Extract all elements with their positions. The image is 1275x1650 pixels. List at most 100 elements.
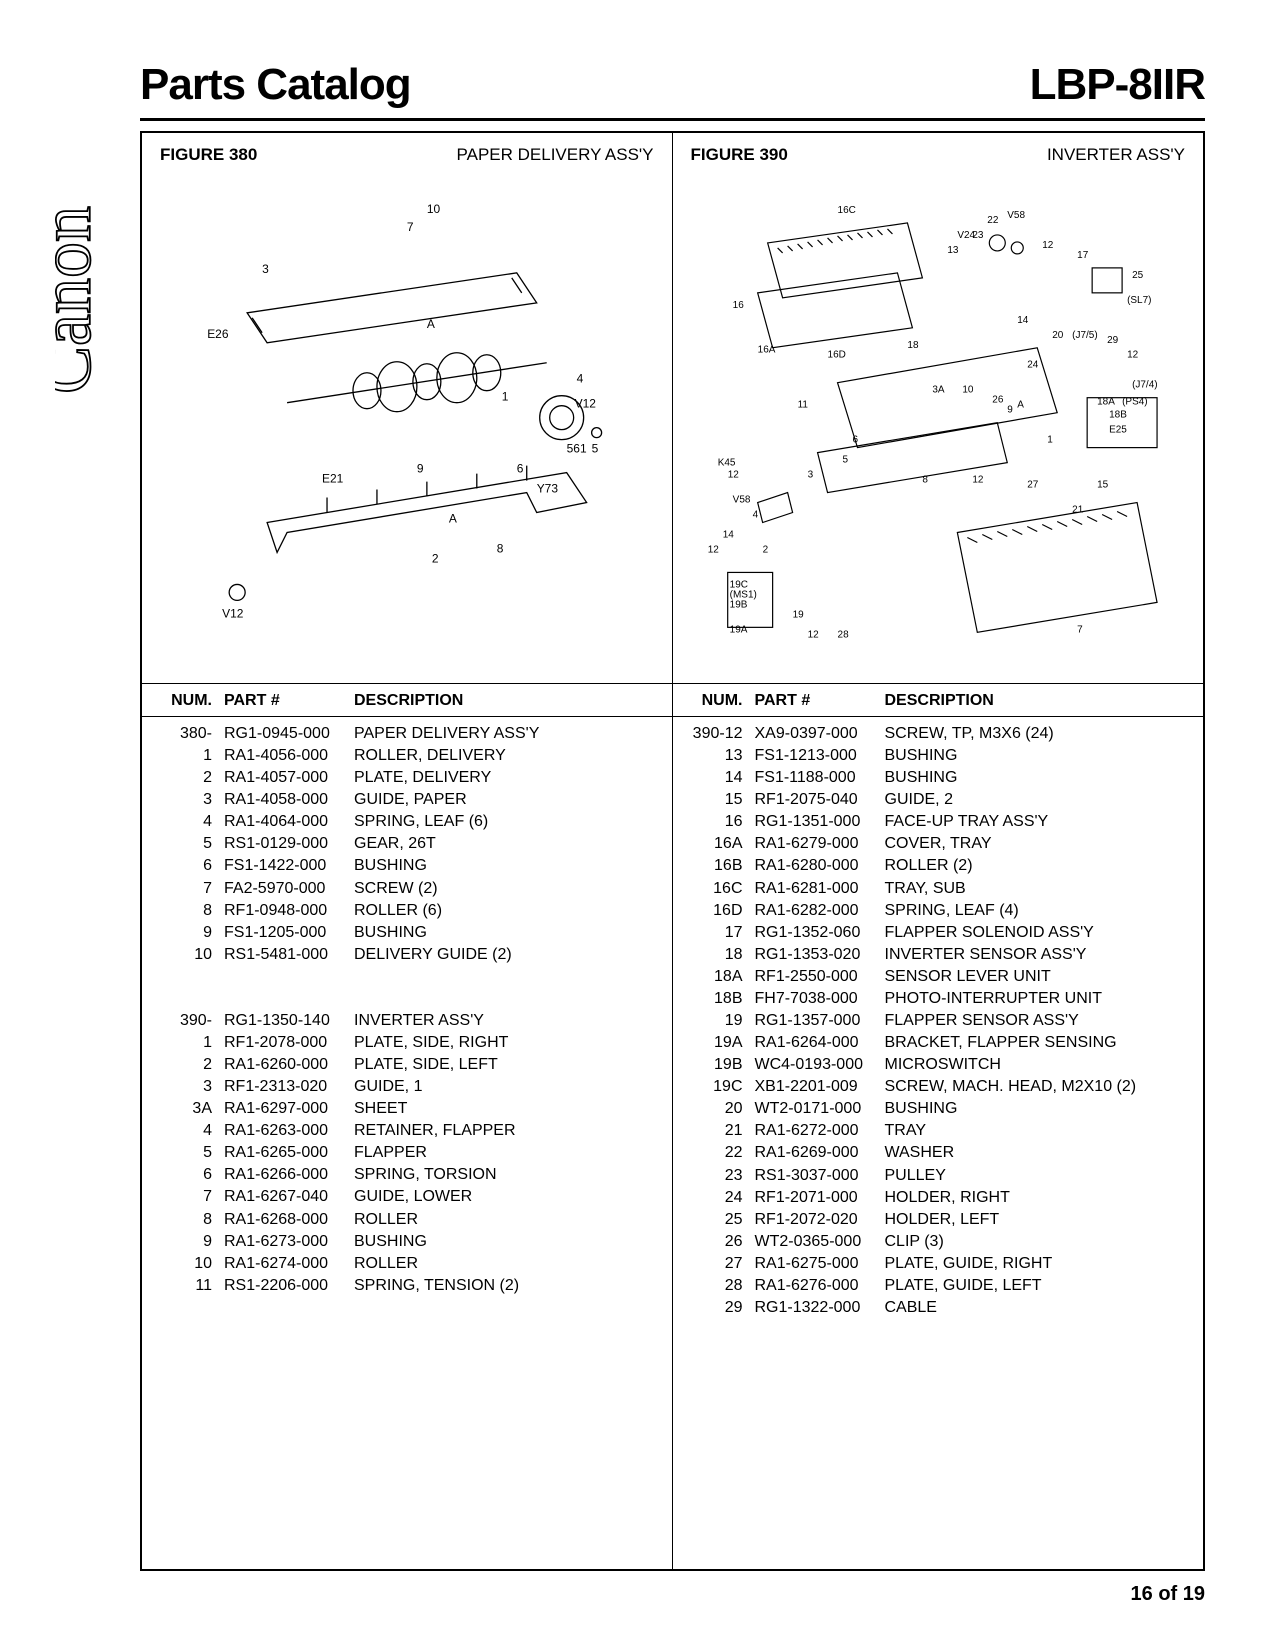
cell-desc: PLATE, DELIVERY (354, 767, 660, 789)
cell-num: 16 (685, 811, 755, 833)
cell-desc: SCREW, TP, M3X6 (24) (885, 723, 1192, 745)
col-desc-header: DESCRIPTION (885, 692, 1192, 710)
cell-part: RA1-4058-000 (224, 789, 354, 811)
table-row: 19RG1-1357-000FLAPPER SENSOR ASS'Y (685, 1010, 1192, 1032)
cell-num: 380- (154, 723, 224, 745)
svg-text:22: 22 (988, 215, 1000, 226)
cell-part: RA1-4056-000 (224, 745, 354, 767)
cell-desc: BUSHING (885, 1098, 1192, 1120)
cell-desc: PLATE, SIDE, LEFT (354, 1054, 660, 1076)
cell-part: RG1-1352-060 (755, 922, 885, 944)
table-row: 16RG1-1351-000FACE-UP TRAY ASS'Y (685, 811, 1192, 833)
figure-380-diagram: 10 7 3 E26 A 1 4 5 561 V12 E21 9 A 6 Y73… (142, 173, 672, 683)
cell-desc: SPRING, LEAF (6) (354, 811, 660, 833)
figure-380-label: FIGURE 380 (160, 145, 257, 165)
svg-text:16: 16 (733, 300, 745, 311)
svg-text:(J7/5): (J7/5) (1073, 330, 1098, 341)
cell-num: 6 (154, 1164, 224, 1186)
cell-part: RG1-1353-020 (755, 944, 885, 966)
table-row: 22RA1-6269-000WASHER (685, 1142, 1192, 1164)
cell-part: RA1-6265-000 (224, 1142, 354, 1164)
cell-num: 16A (685, 833, 755, 855)
cell-num: 9 (154, 1231, 224, 1253)
cell-num: 18 (685, 944, 755, 966)
cell-part: RA1-6297-000 (224, 1098, 354, 1120)
cell-desc: BUSHING (354, 1231, 660, 1253)
table-row: 2RA1-4057-000PLATE, DELIVERY (154, 767, 660, 789)
cell-num: 19B (685, 1054, 755, 1076)
cell-desc: WASHER (885, 1142, 1192, 1164)
cell-part: RA1-6276-000 (755, 1275, 885, 1297)
cell-desc: MICROSWITCH (885, 1054, 1192, 1076)
content-box: FIGURE 380 PAPER DELIVERY ASS'Y (140, 131, 1205, 1571)
svg-text:5: 5 (843, 455, 849, 466)
cell-part: RA1-6279-000 (755, 833, 885, 855)
cell-desc: SENSOR LEVER UNIT (885, 966, 1192, 988)
left-table-head: NUM. PART # DESCRIPTION (142, 684, 672, 717)
svg-text:26: 26 (993, 395, 1005, 406)
cell-num: 23 (685, 1165, 755, 1187)
cell-part: RG1-1351-000 (755, 811, 885, 833)
cell-desc: GUIDE, LOWER (354, 1186, 660, 1208)
cell-part: RA1-6263-000 (224, 1120, 354, 1142)
cell-num: 14 (685, 767, 755, 789)
cell-num: 25 (685, 1209, 755, 1231)
cell-num: 7 (154, 1186, 224, 1208)
svg-text:9: 9 (417, 462, 424, 476)
cell-num: 390- (154, 1010, 224, 1032)
svg-text:23: 23 (973, 230, 985, 241)
svg-text:(SL7): (SL7) (1127, 295, 1151, 306)
cell-part: RA1-4057-000 (224, 767, 354, 789)
svg-text:18: 18 (908, 340, 920, 351)
table-row: 19ARA1-6264-000BRACKET, FLAPPER SENSING (685, 1032, 1192, 1054)
svg-text:E25: E25 (1109, 425, 1127, 436)
right-table-head: NUM. PART # DESCRIPTION (673, 684, 1204, 717)
canon-logo: Canon (55, 135, 125, 465)
svg-text:A: A (1018, 400, 1025, 411)
cell-num: 3 (154, 1076, 224, 1098)
svg-text:18B: 18B (1109, 410, 1127, 421)
cell-desc: RETAINER, FLAPPER (354, 1120, 660, 1142)
model-title: LBP-8IIR (1030, 60, 1205, 110)
table-row: 9FS1-1205-000BUSHING (154, 922, 660, 944)
cell-desc: SCREW, MACH. HEAD, M2X10 (2) (885, 1076, 1192, 1098)
table-row: 28RA1-6276-000PLATE, GUIDE, LEFT (685, 1275, 1192, 1297)
cell-desc: SPRING, LEAF (4) (885, 900, 1192, 922)
cell-desc: GEAR, 26T (354, 833, 660, 855)
svg-text:16A: 16A (758, 345, 776, 356)
svg-text:19: 19 (793, 610, 805, 621)
figure-390-header: FIGURE 390 INVERTER ASS'Y (673, 133, 1204, 173)
cell-part: RA1-6280-000 (755, 855, 885, 877)
cell-num: 20 (685, 1098, 755, 1120)
col-part-header: PART # (224, 692, 354, 710)
svg-text:A: A (427, 317, 435, 331)
table-row: 14FS1-1188-000BUSHING (685, 767, 1192, 789)
cell-desc: BUSHING (885, 745, 1192, 767)
svg-text:24: 24 (1028, 360, 1040, 371)
svg-text:E21: E21 (322, 472, 344, 486)
table-row: 19CXB1-2201-009SCREW, MACH. HEAD, M2X10 … (685, 1076, 1192, 1098)
svg-text:5: 5 (591, 442, 598, 456)
page-footer: 16 of 19 (70, 1583, 1205, 1606)
table-row: 8RA1-6268-000ROLLER (154, 1209, 660, 1231)
cell-num: 7 (154, 878, 224, 900)
cell-num: 27 (685, 1253, 755, 1275)
cell-desc: FLAPPER SOLENOID ASS'Y (885, 922, 1192, 944)
svg-text:14: 14 (723, 530, 735, 541)
cell-num: 13 (685, 745, 755, 767)
cell-part: RA1-6275-000 (755, 1253, 885, 1275)
svg-text:10: 10 (963, 385, 975, 396)
cell-part: FA2-5970-000 (224, 878, 354, 900)
table-row: 3RF1-2313-020GUIDE, 1 (154, 1076, 660, 1098)
table-row: 29RG1-1322-000CABLE (685, 1297, 1192, 1319)
table-row: 6RA1-6266-000SPRING, TORSION (154, 1164, 660, 1186)
svg-text:V58: V58 (1008, 210, 1026, 221)
cell-num: 17 (685, 922, 755, 944)
cell-num: 19C (685, 1076, 755, 1098)
cell-desc: GUIDE, PAPER (354, 789, 660, 811)
left-table: NUM. PART # DESCRIPTION 380-RG1-0945-000… (142, 683, 672, 1307)
cell-num: 26 (685, 1231, 755, 1253)
cell-desc: GUIDE, 2 (885, 789, 1192, 811)
cell-num: 1 (154, 745, 224, 767)
svg-text:V58: V58 (733, 495, 751, 506)
